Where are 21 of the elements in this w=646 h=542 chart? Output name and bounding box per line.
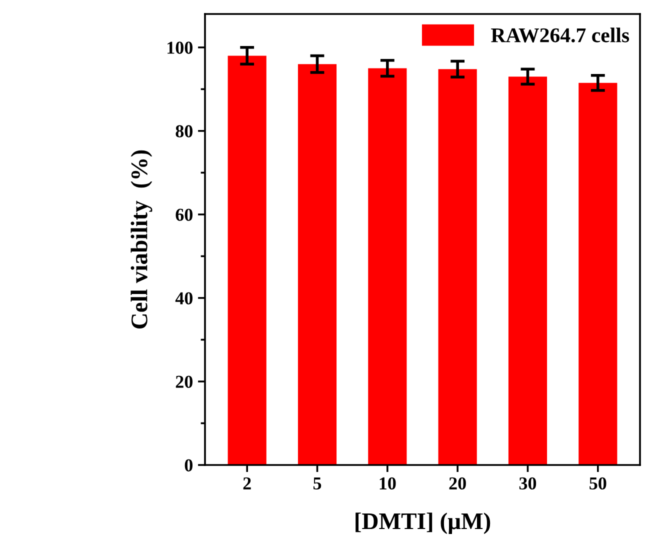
y-axis-title: Cell viability (%) — [130, 150, 152, 329]
y-tick-label: 80 — [176, 125, 193, 138]
y-tick-label: 60 — [176, 208, 193, 221]
x-axis-title: [DMTI] (μM) — [356, 512, 490, 534]
x-tick-label: 10 — [380, 477, 396, 490]
bar — [298, 64, 337, 465]
bar — [508, 76, 548, 465]
y-tick-label: 0 — [184, 459, 193, 472]
legend-label: RAW264.7 cells — [491, 28, 630, 42]
bar — [438, 69, 477, 465]
x-tick-label: 30 — [519, 477, 536, 490]
y-tick-label: 20 — [176, 376, 193, 388]
bar — [228, 56, 266, 465]
y-tick-label: 40 — [175, 292, 193, 304]
x-tick-label: 2 — [243, 477, 251, 490]
y-tick-label: 100 — [168, 42, 193, 54]
bar — [368, 68, 407, 465]
x-tick-label: 20 — [449, 477, 466, 490]
x-tick-label: 50 — [590, 477, 606, 490]
bar — [578, 82, 618, 465]
x-tick-label: 5 — [313, 478, 322, 490]
